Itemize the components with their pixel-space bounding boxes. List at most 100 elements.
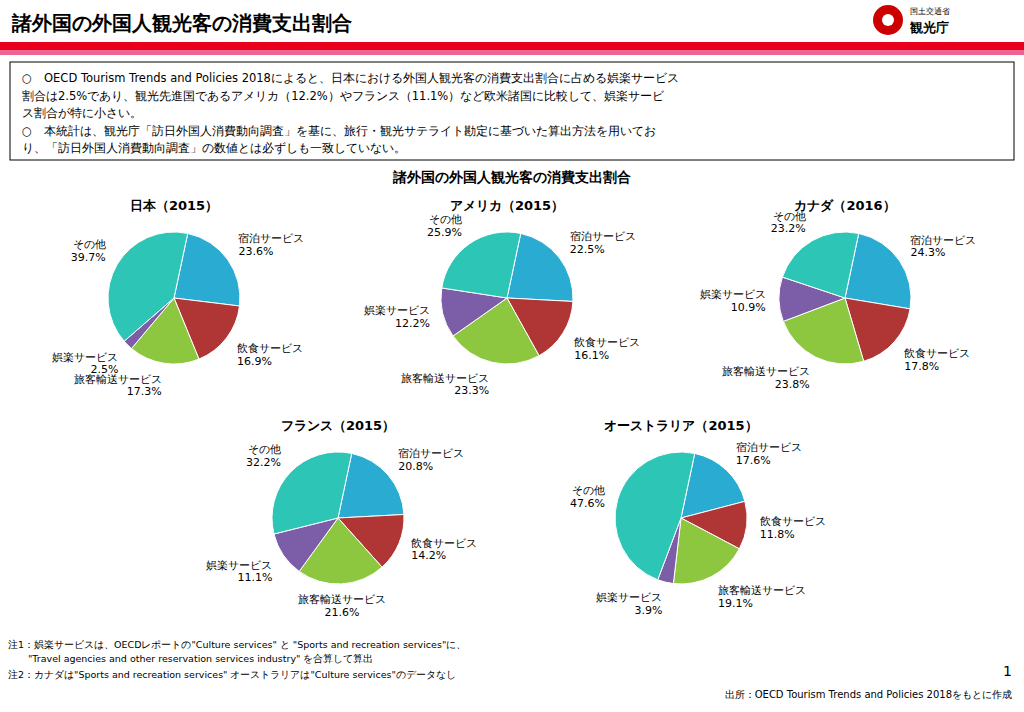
slice-value: 19.1% (718, 597, 753, 610)
slice-label: 宿泊サービス24.3% (910, 234, 976, 260)
slice-value: 17.3% (127, 385, 162, 398)
slice-value: 25.9% (427, 226, 462, 239)
slice-label: 宿泊サービス22.5% (570, 230, 636, 256)
slice-label: 飲食サービス11.8% (760, 515, 826, 541)
pie-slice (673, 518, 739, 584)
slice-label: 飲食サービス17.8% (904, 347, 970, 373)
slice-value: 10.9% (731, 301, 766, 314)
slices (779, 232, 911, 364)
slice-value: 17.8% (904, 360, 939, 373)
text-box-line: ○ 本統計は、観光庁「訪日外国人消費動向調査」を基に、旅行・観光サテライト勘定に… (22, 124, 656, 138)
slice-labels: 宿泊サービス24.3% 飲食サービス17.8% 旅客輸送サービス23.8% 娯楽サービ… (700, 210, 977, 391)
slice-labels: 宿泊サービス20.8% 飲食サービス14.2% 旅客輸送サービス21.6% 娯楽サービ… (206, 443, 477, 619)
slice-value: 3.9% (634, 604, 662, 617)
slice-value: 23.8% (775, 378, 810, 391)
slice-label: 飲食サービス16.1% (574, 336, 640, 362)
slice-label: 飲食サービス14.2% (411, 537, 477, 563)
slice-category: 旅客輸送サービス (722, 365, 810, 378)
slice-category: 娯楽サービス (206, 559, 272, 572)
slice-value: 32.2% (246, 456, 281, 469)
slice-value: 2.5% (90, 363, 118, 376)
slice-value: 24.3% (910, 246, 945, 259)
slice-category: 宿泊サービス (238, 232, 304, 245)
pie-chart: オーストラリア（2015） 宿泊サービス17.6% 飲食サービス11.8% 旅客輸送サ… (570, 418, 826, 617)
slices (108, 232, 240, 364)
slice-label: 旅客輸送サービス17.3% (74, 373, 162, 399)
slice-category: 飲食サービス (411, 537, 477, 550)
slice-label: 娯楽サービス2.5% (52, 351, 118, 377)
slice-category: 旅客輸送サービス (298, 593, 386, 606)
logo-text: 国土交通省 (910, 7, 950, 16)
text-box-line: 割合は2.5%であり、観光先進国であるアメリカ（12.2%）やフランス（11.1… (22, 89, 665, 103)
slice-category: その他 (429, 213, 462, 226)
pie-chart: アメリカ（2015）宿泊サービス22.5%飲食サービス16.1%旅客輸送サービス… (364, 198, 640, 397)
slice-label: 娯楽サービス11.1% (206, 559, 272, 585)
slice-label: 旅客輸送サービス23.8% (722, 365, 810, 391)
slice-value: 23.6% (238, 245, 273, 258)
slice-label: 娯楽サービス12.2% (364, 304, 430, 330)
pie-slice (272, 452, 352, 534)
slice-category: その他 (773, 210, 806, 223)
slice-label: その他39.7% (71, 238, 106, 264)
pie-chart: カナダ（2016）宿泊サービス24.3%飲食サービス17.8%旅客輸送サービス2… (700, 198, 977, 391)
chart-title: フランス（2015） (281, 418, 395, 433)
text-box-line: ス割合が特に小さい。 (22, 106, 142, 120)
slice-label: 宿泊サービス17.6% (736, 441, 802, 467)
slice-label: 娯楽サービス10.9% (700, 288, 766, 314)
pie-chart: 日本（2015） 宿泊サービス23.6% 飲食サービス16.9% 旅客輸送サービス17… (52, 198, 304, 398)
pie-slice (615, 452, 695, 580)
pie-slice (108, 232, 188, 341)
slices (272, 452, 404, 584)
slices (441, 232, 573, 364)
slice-category: 宿泊サービス (910, 234, 976, 247)
slice-value: 23.2% (771, 222, 806, 235)
page: 諸外国の外国人観光客の消費支出割合国土交通省観光庁○ OECD Tourism … (0, 0, 1024, 712)
title: 諸外国の外国人観光客の消費支出割合 (11, 11, 352, 35)
slice-label: 旅客輸送サービス21.6% (298, 593, 386, 619)
slice-value: 14.2% (411, 549, 446, 562)
slice-category: その他 (572, 484, 605, 497)
slice-category: 飲食サービス (904, 347, 970, 360)
slice-category: その他 (73, 238, 106, 251)
slice-category: 飲食サービス (574, 336, 640, 349)
note: 注2：カナダは"Sports and recreation services" … (8, 669, 456, 680)
source: 出所：OECD Tourism Trends and Policies 2018… (725, 689, 1012, 700)
slice-category: その他 (248, 443, 281, 456)
slice-category: 娯楽サービス (364, 304, 430, 317)
slice-value: 16.1% (574, 349, 609, 362)
slice-category: 娯楽サービス (52, 351, 118, 364)
chart-title: 日本（2015） (130, 198, 218, 213)
header-bar (0, 42, 1024, 50)
slice-value: 23.3% (454, 384, 489, 397)
slice-category: 旅客輸送サービス (718, 584, 806, 597)
slice-label: 宿泊サービス23.6% (238, 232, 304, 258)
slice-value: 17.6% (736, 454, 771, 467)
slices (615, 452, 747, 584)
slice-label: その他47.6% (570, 484, 605, 510)
slice-label: 宿泊サービス20.8% (398, 447, 464, 473)
slice-labels: 宿泊サービス17.6%飲食サービス11.8%旅客輸送サービス19.1%娯楽サービ… (570, 441, 826, 617)
text-box (10, 62, 1014, 160)
slice-value: 21.6% (325, 606, 360, 619)
logo-circle (882, 14, 894, 26)
slice-value: 39.7% (71, 251, 106, 264)
slice-category: 飲食サービス (237, 342, 303, 355)
slice-value: 16.9% (237, 355, 272, 368)
slice-value: 20.8% (398, 460, 433, 473)
slice-value: 22.5% (570, 243, 605, 256)
logo-circle (873, 5, 903, 35)
logo-text: 観光庁 (909, 20, 949, 35)
pie-slice (782, 232, 858, 298)
logo: 国土交通省観光庁 (873, 5, 950, 35)
pie-chart: フランス（2015）宿泊サービス20.8% 飲食サービス14.2% 旅客輸送サービス… (206, 418, 477, 619)
slice-value: 11.1% (237, 571, 272, 584)
slice-category: 飲食サービス (760, 515, 826, 528)
slice-value: 12.2% (395, 317, 430, 330)
chart-title: オーストラリア（2015） (604, 418, 757, 433)
note: "Travel agencies and other reservation s… (8, 653, 373, 664)
slice-label: その他23.2% (771, 210, 806, 236)
background (0, 0, 1024, 712)
pie-slice (442, 232, 521, 298)
subtitle: 諸外国の外国人観光客の消費支出割合 (392, 169, 631, 185)
page-number: 1 (1003, 663, 1012, 679)
